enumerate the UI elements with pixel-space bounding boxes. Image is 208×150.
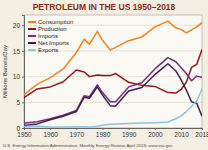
x-tick-label: 1960 xyxy=(43,131,58,138)
x-tick: 2018 xyxy=(195,128,208,138)
legend-item: Exports xyxy=(28,47,58,53)
legend-swatch xyxy=(28,42,36,44)
x-tick: 1990 xyxy=(122,128,137,138)
y-tick-mark xyxy=(22,51,24,52)
y-tick-label: 0 xyxy=(16,125,20,132)
y-tick-label: 20 xyxy=(13,22,21,29)
lines xyxy=(24,21,202,127)
y-tick: 20 xyxy=(13,22,24,29)
legend-item: Production xyxy=(28,26,67,32)
plot: 1950 1960 1970 1980 1990 2000 2010 2018 0 5 10 15 20… xyxy=(13,15,208,138)
legend-swatch xyxy=(28,35,36,37)
y-tick-label: 10 xyxy=(13,73,21,80)
y-axis: 0 5 10 15 20 xyxy=(13,16,25,132)
legend-label: Exports xyxy=(38,47,58,53)
y-tick: 10 xyxy=(13,73,24,80)
x-tick: 2010 xyxy=(174,128,189,138)
x-tick-label: 2018 xyxy=(195,131,208,138)
series-line xyxy=(24,58,202,124)
y-axis-title: Millions Barrels/Day xyxy=(2,45,8,98)
legend-swatch xyxy=(28,49,36,51)
legend-label: Net Imports xyxy=(38,40,69,46)
y-tick-mark xyxy=(22,102,24,103)
series-line xyxy=(24,21,202,94)
legend-item: Imports xyxy=(28,33,58,39)
x-tick-label: 1970 xyxy=(70,131,85,138)
x-tick-label: 1980 xyxy=(96,131,111,138)
legend-item: Net Imports xyxy=(28,40,69,46)
plot-frame xyxy=(24,15,202,128)
legend-swatch xyxy=(28,28,36,30)
y-tick-mark xyxy=(22,25,24,26)
y-tick-label: 15 xyxy=(13,48,21,55)
x-tick-label: 2000 xyxy=(148,131,163,138)
x-tick: 1980 xyxy=(96,128,111,138)
legend-label: Imports xyxy=(38,33,58,39)
legend: ConsumptionProductionImportsNet ImportsE… xyxy=(28,19,73,53)
legend-swatch xyxy=(28,21,36,23)
x-tick: 2000 xyxy=(148,128,163,138)
x-tick: 1970 xyxy=(70,128,85,138)
y-axis-line xyxy=(22,16,25,129)
legend-label: Production xyxy=(38,26,67,32)
x-tick: 1960 xyxy=(43,128,58,138)
x-tick-label: 2010 xyxy=(174,131,189,138)
y-tick-label: 5 xyxy=(16,99,20,106)
source-note: U.S. Energy Information Administration, … xyxy=(3,143,173,148)
chart: 1950 1960 1970 1980 1990 2000 2010 2018 0 5 10 15 20… xyxy=(0,0,208,150)
legend-label: Consumption xyxy=(38,19,73,25)
y-tick-mark xyxy=(22,128,24,129)
y-tick: 0 xyxy=(16,125,24,132)
series-line xyxy=(24,64,202,126)
series-line xyxy=(24,49,202,97)
x-tick-label: 1950 xyxy=(17,131,32,138)
y-tick: 5 xyxy=(16,99,24,106)
background xyxy=(0,0,208,150)
x-axis: 1950 1960 1970 1980 1990 2000 2010 2018 xyxy=(17,128,208,138)
legend-item: Consumption xyxy=(28,19,73,25)
series-line xyxy=(24,89,202,127)
x-tick-label: 1990 xyxy=(122,131,137,138)
plot-area xyxy=(24,15,202,128)
title: PETROLEUM IN THE US 1950–2018 xyxy=(33,2,176,12)
y-tick: 15 xyxy=(13,48,24,55)
y-tick-mark xyxy=(22,77,24,78)
